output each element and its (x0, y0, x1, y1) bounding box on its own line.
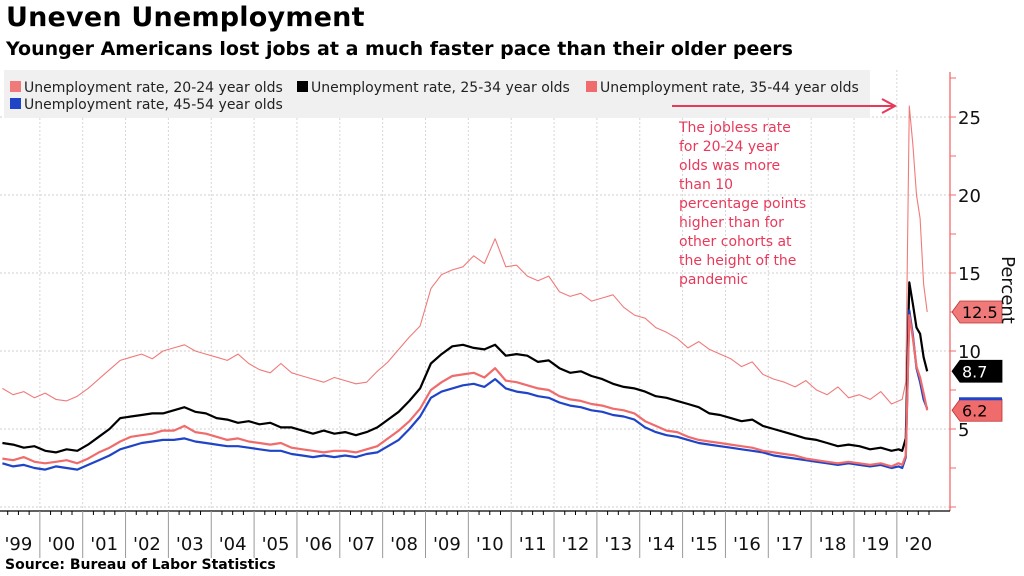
annotation-line: than 10 (679, 177, 733, 193)
legend-swatch-35-44 (586, 81, 597, 92)
legend-label-45-54: Unemployment rate, 45-54 year olds (24, 97, 283, 113)
x-tick-label: '06 (304, 534, 332, 555)
annotation-line: higher than for (679, 215, 784, 231)
annotation-arrow-head (881, 98, 898, 114)
x-tick-label: '02 (133, 534, 161, 555)
badge-35-44-stripe (959, 397, 1002, 401)
annotation-text: The jobless rate for 20-24 year olds was m… (678, 120, 806, 288)
x-tick-label: '03 (176, 534, 204, 555)
chart-title: Uneven Unemployment (6, 2, 365, 33)
gridlines (0, 70, 950, 511)
x-tick-label: '16 (733, 534, 761, 555)
series-lines (2, 105, 929, 471)
badge-20-24-shape (951, 300, 1003, 324)
y-tick-label: 20 (958, 186, 981, 207)
x-tick-label: '15 (690, 534, 718, 555)
y-axis-label: Percent (997, 256, 1018, 324)
annotation-line: other cohorts at (679, 234, 792, 250)
x-tick-label: '18 (819, 534, 847, 555)
annotation-line: the height of the (679, 253, 796, 269)
x-tick-label: '99 (4, 534, 32, 555)
y-tick-label: 10 (958, 342, 981, 363)
legend-swatch-25-34 (297, 81, 308, 92)
y-tick-label: 5 (958, 420, 969, 441)
annotation: The jobless rate for 20-24 year olds was m… (672, 98, 898, 288)
source-note: Source: Bureau of Labor Statistics (5, 557, 276, 573)
annotation-line: olds was more (679, 158, 780, 174)
annotation-line: percentage points (679, 196, 806, 212)
x-tick-label: '04 (219, 534, 247, 555)
legend-swatch-45-54 (10, 98, 21, 109)
badge-25-34-text: 8.7 (962, 362, 987, 381)
series-line-45-54 (2, 309, 929, 471)
x-tick-label: '07 (347, 534, 375, 555)
series-line-35-44 (2, 314, 929, 468)
x-tick-label: '08 (390, 534, 418, 555)
y-tick-label: 25 (958, 108, 981, 129)
x-tick-label: '13 (604, 534, 632, 555)
x-tick-label: '12 (562, 534, 590, 555)
legend-background (4, 70, 870, 118)
badge-25-34-shape (951, 359, 1003, 383)
series-line-20-24 (2, 105, 928, 405)
y-tick-label: 15 (958, 264, 981, 285)
axes: 5 10 15 20 25 '99 '00 '01 '02 '03 '04 '05 '06 '07 '08 '… (0, 72, 981, 558)
x-tick-label: '19 (861, 534, 889, 555)
annotation-line: The jobless rate (678, 120, 791, 136)
legend-swatch-20-24 (10, 81, 21, 92)
badge-35-44-shape (951, 398, 1003, 422)
legend-label-20-24: Unemployment rate, 20-24 year olds (24, 80, 283, 96)
x-tick-label: '10 (476, 534, 504, 555)
last-value-badges: 12.5 8.7 6.2 (951, 300, 1003, 422)
x-tick-label: '14 (647, 534, 675, 555)
series-line-25-34 (2, 281, 929, 454)
annotation-line: for 20-24 year (679, 139, 779, 155)
x-tick-label: '17 (776, 534, 804, 555)
x-tick-label: '11 (519, 534, 547, 555)
x-tick-label: '01 (90, 534, 118, 555)
legend-label-35-44: Unemployment rate, 35-44 year olds (600, 80, 859, 96)
x-tick-label: '09 (433, 534, 461, 555)
x-tick-label: '05 (262, 534, 290, 555)
legend: Unemployment rate, 20-24 year olds Unemp… (4, 70, 870, 118)
badge-20-24-text: 12.5 (962, 303, 998, 322)
annotation-line: pandemic (679, 272, 748, 288)
x-tick-label: '00 (47, 534, 75, 555)
legend-label-25-34: Unemployment rate, 25-34 year olds (311, 80, 570, 96)
x-tick-label: '20 (904, 534, 932, 555)
chart-subtitle: Younger Americans lost jobs at a much fa… (6, 38, 793, 60)
badge-35-44-text: 6.2 (962, 401, 987, 420)
